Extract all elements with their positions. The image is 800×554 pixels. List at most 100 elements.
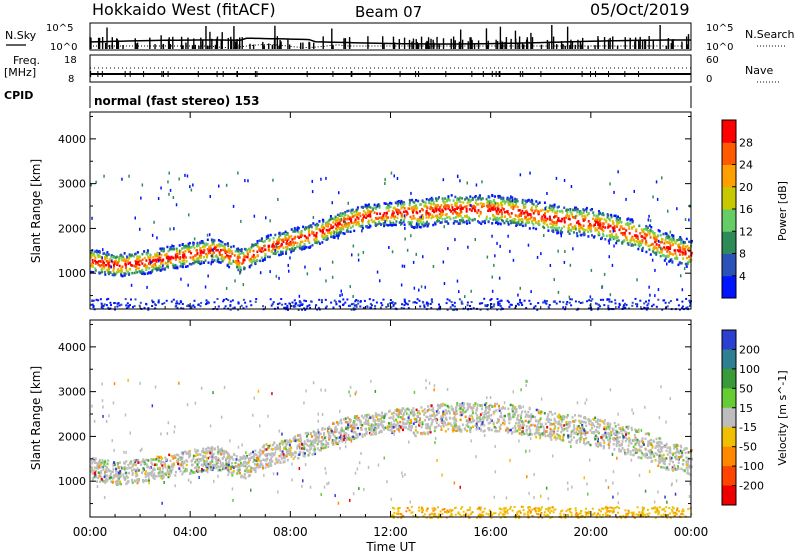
power-pixel [347, 222, 350, 225]
power-pixel [568, 214, 571, 217]
power-pixel [595, 221, 597, 224]
power-pixel [447, 197, 450, 200]
velocity-pixel [607, 421, 609, 425]
velocity-pixel [634, 451, 637, 454]
velocity-pixel [185, 463, 188, 467]
power-pixel [521, 209, 524, 213]
power-pixel [360, 205, 363, 209]
velocity-pixel [640, 456, 643, 460]
power-pixel [443, 225, 445, 229]
power-pixel [494, 254, 496, 258]
power-pixel [470, 204, 472, 207]
power-pixel [679, 248, 682, 251]
power-pixel [606, 216, 609, 219]
power-pixel [217, 257, 220, 261]
power-pixel [635, 229, 638, 233]
power-pixel [315, 227, 318, 230]
power-pixel [604, 226, 607, 229]
power-pixel [122, 259, 125, 262]
power-pixel [277, 198, 279, 201]
power-pixel [157, 256, 160, 259]
power-pixel [458, 219, 461, 222]
power-pixel [402, 220, 405, 224]
power-pixel [548, 206, 551, 209]
power-pixel [286, 306, 289, 309]
power-pixel [215, 249, 218, 252]
velocity-pixel [263, 444, 266, 447]
power-pixel [255, 243, 258, 247]
power-pixel [481, 197, 484, 200]
power-pixel [267, 248, 270, 251]
power-pixel [659, 254, 662, 258]
power-pixel [401, 264, 404, 268]
power-pixel [514, 307, 517, 310]
power-pixel [288, 235, 290, 238]
power-pixel [107, 272, 110, 276]
power-pixel [442, 199, 445, 202]
power-pixel [489, 204, 492, 207]
velocity-pixel [248, 457, 250, 460]
power-pixel [263, 244, 266, 247]
power-pixel [350, 221, 353, 225]
power-pixel [276, 250, 279, 253]
power-pixel [338, 214, 341, 217]
power-pixel [557, 205, 560, 208]
power-pixel [557, 290, 560, 294]
power-pixel [364, 205, 367, 208]
power-pixel [554, 212, 557, 215]
power-pixel [666, 305, 669, 308]
power-pixel [328, 222, 331, 226]
power-pixel [385, 306, 388, 308]
power-pixel [674, 252, 677, 255]
power-pixel [306, 305, 309, 308]
power-pixel [635, 228, 638, 231]
power-pixel [219, 253, 221, 256]
power-pixel [684, 262, 687, 266]
velocity-pixel [207, 464, 210, 468]
power-pixel [516, 200, 519, 203]
power-pixel [680, 242, 683, 245]
power-pixel [578, 225, 581, 228]
power-pixel [225, 286, 228, 290]
velocity-pixel [523, 432, 526, 436]
power-pixel [205, 243, 208, 247]
power-pixel [512, 258, 515, 262]
power-pixel [325, 234, 328, 238]
power-pixel [682, 240, 685, 244]
power-pixel [583, 209, 586, 212]
power-pixel [575, 232, 578, 235]
velocity-pixel [346, 428, 349, 431]
power-pixel [419, 221, 422, 224]
velocity-pixel [468, 404, 471, 408]
velocity-pixel [495, 426, 498, 430]
power-pixel [497, 222, 499, 226]
velocity-pixel [658, 454, 661, 457]
power-pixel [206, 253, 209, 257]
power-pixel [141, 272, 144, 275]
power-pixel [613, 229, 616, 233]
power-pixel [478, 214, 481, 218]
power-pixel [129, 268, 132, 271]
power-pixel [335, 219, 338, 223]
power-pixel [357, 258, 360, 262]
power-pixel [531, 209, 534, 212]
power-pixel [465, 219, 468, 223]
power-pixel [234, 279, 236, 283]
velocity-pixel [217, 452, 220, 455]
power-pixel [540, 219, 543, 223]
velocity-pixel [99, 463, 102, 466]
velocity-pixel [252, 450, 254, 454]
power-pixel [667, 246, 670, 249]
power-pixel [537, 222, 540, 225]
power-pixel [512, 205, 515, 209]
power-pixel [655, 251, 658, 254]
power-pixel [235, 262, 238, 265]
power-pixel [133, 271, 136, 275]
power-pixel [621, 299, 624, 302]
power-pixel [280, 243, 283, 247]
power-pixel [103, 252, 106, 255]
power-pixel [332, 221, 335, 224]
power-pixel [240, 219, 242, 223]
power-pixel [99, 271, 102, 275]
power-pixel [101, 270, 104, 274]
